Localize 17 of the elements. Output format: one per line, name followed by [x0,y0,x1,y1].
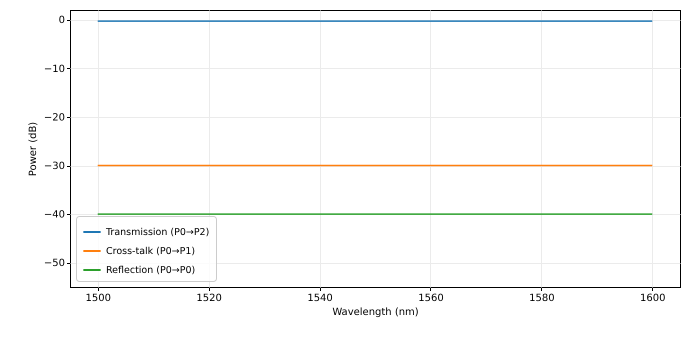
y-tick-label: −50 [44,258,65,270]
legend-label: Transmission (P0→P2) [105,227,210,238]
legend-label: Cross-talk (P0→P1) [106,246,196,257]
x-tick-label: 1580 [529,293,555,304]
y-tick-label: −20 [44,112,65,124]
legend-label: Reflection (P0→P0) [106,265,196,276]
x-tick-label: 1540 [307,293,333,304]
x-tick-label: 1560 [418,293,444,304]
x-tick-label: 1520 [196,293,222,304]
x-tick-label: 1500 [86,293,111,304]
y-tick-label: −30 [44,161,65,172]
y-axis-title: Power (dB) [28,122,39,176]
x-axis-title: Wavelength (nm) [332,307,419,318]
y-tick-label: 0 [58,15,65,26]
x-tick-label: 1600 [640,293,666,304]
y-tick-label: −40 [44,210,65,221]
y-tick-label: −10 [44,64,65,75]
